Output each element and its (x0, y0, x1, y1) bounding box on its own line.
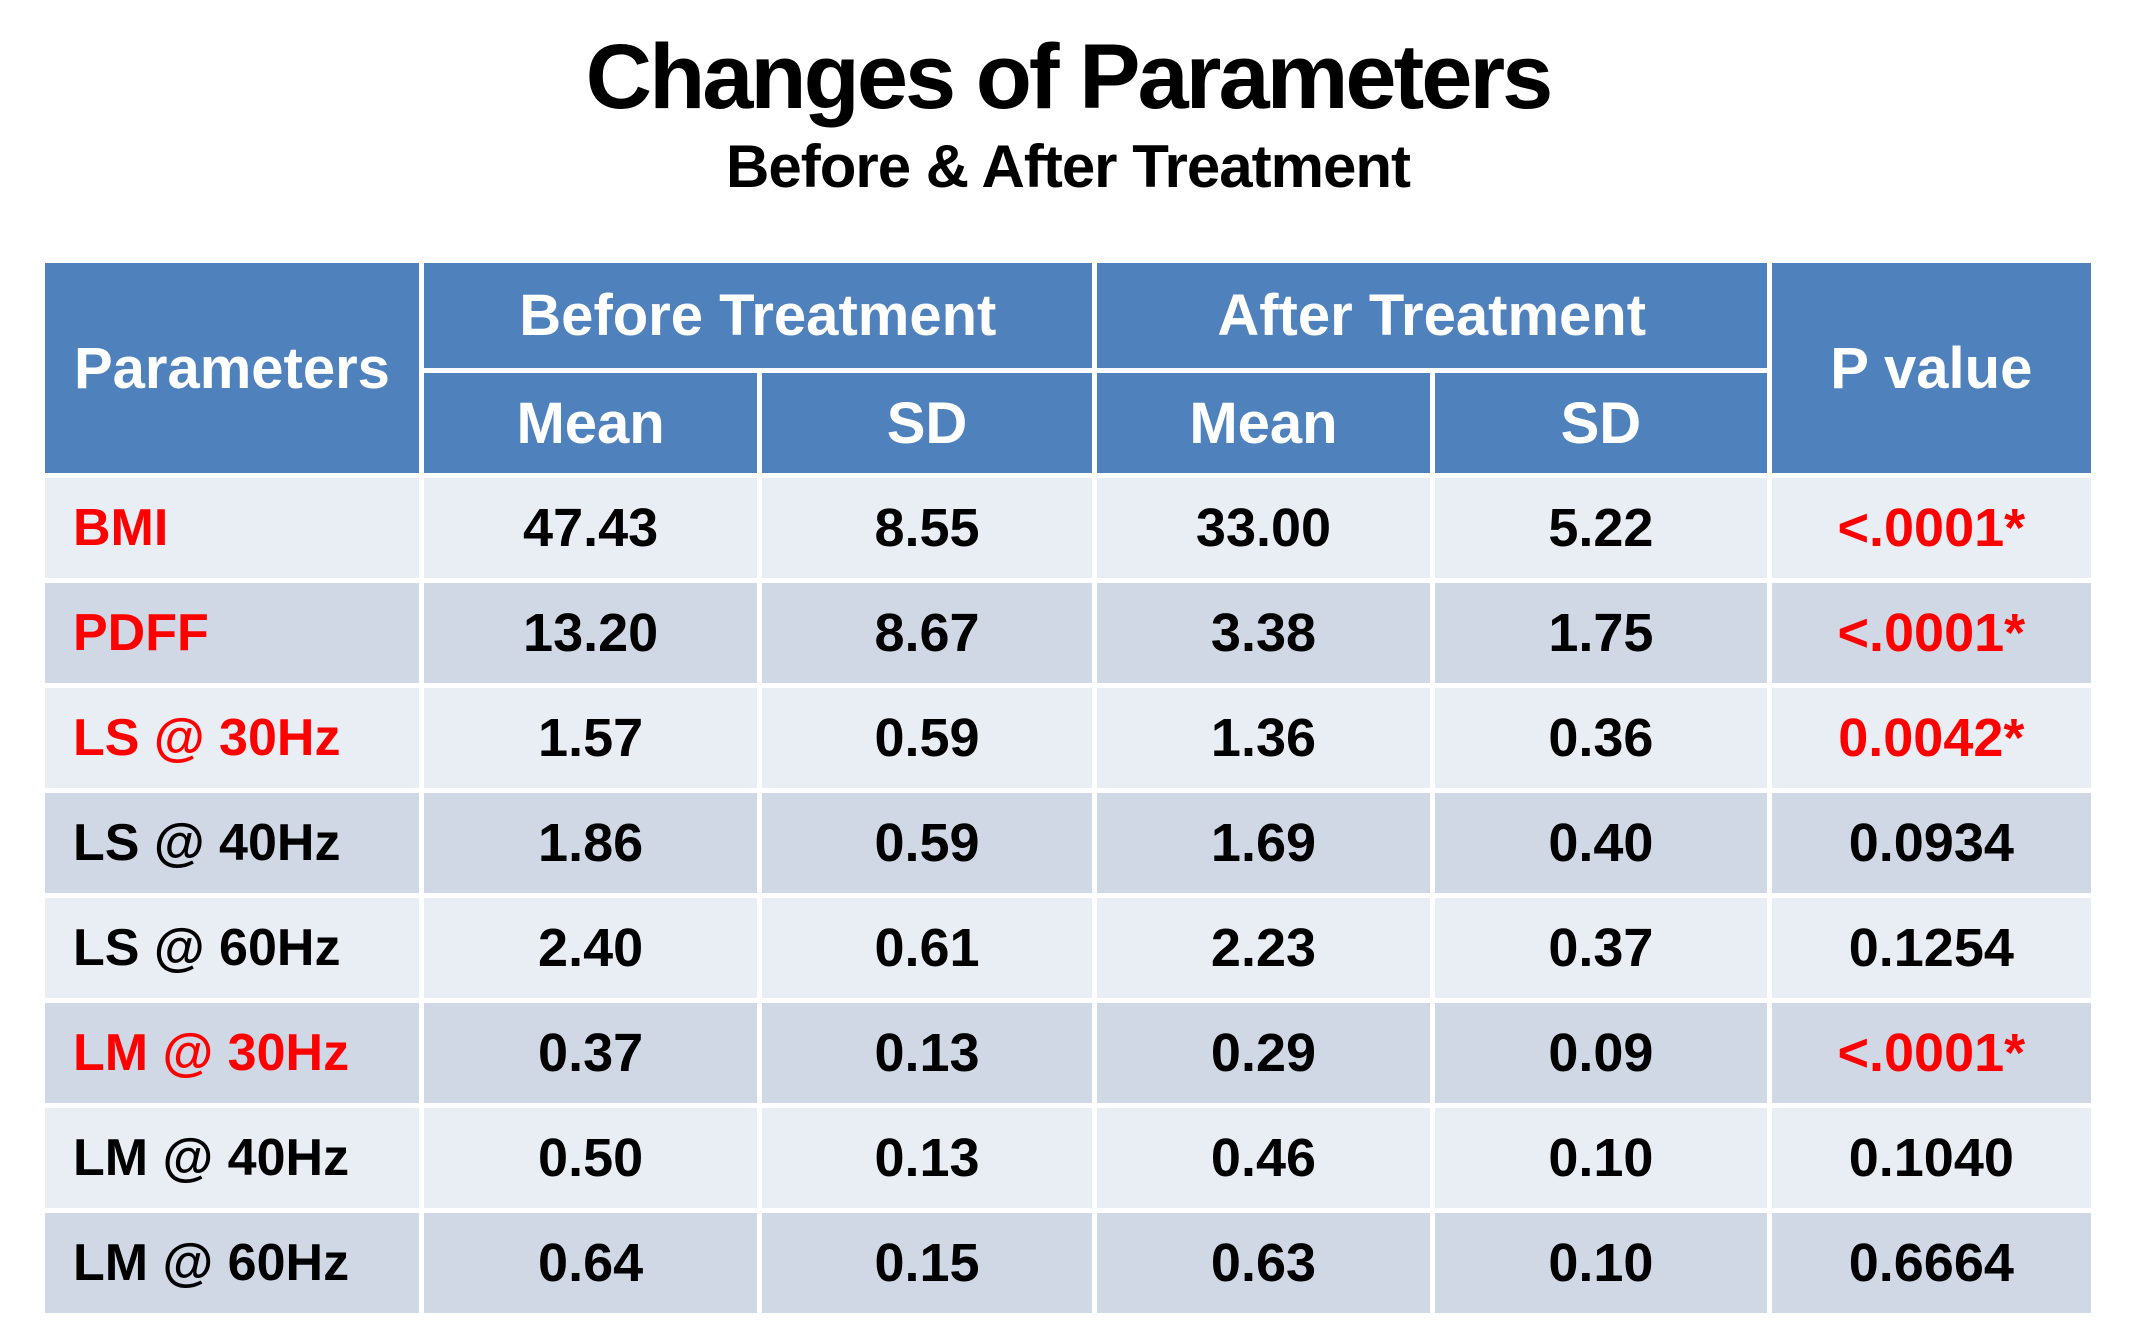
cell-after-mean: 0.63 (1096, 1213, 1431, 1313)
column-header-before-mean: Mean (423, 373, 758, 473)
cell-before-mean: 2.40 (423, 898, 758, 998)
table-header-group-row: Parameters Before Treatment After Treatm… (45, 263, 2091, 473)
table-row: LS @ 30Hz 1.57 0.59 1.36 0.36 0.0042* (45, 688, 2091, 788)
cell-p-value: 0.6664 (1771, 1213, 2091, 1313)
column-group-after-treatment: After Treatment (1096, 263, 1767, 368)
row-label: LS @ 60Hz (45, 898, 419, 998)
column-header-after-mean: Mean (1096, 373, 1431, 473)
cell-before-mean: 0.50 (423, 1108, 758, 1208)
cell-after-mean: 3.38 (1096, 583, 1431, 683)
cell-after-mean: 33.00 (1096, 478, 1431, 578)
row-label: LS @ 40Hz (45, 793, 419, 893)
cell-after-sd: 0.36 (1435, 688, 1767, 788)
column-header-parameters: Parameters (45, 263, 419, 473)
column-group-before-treatment: Before Treatment (423, 263, 1092, 368)
cell-before-sd: 0.13 (762, 1108, 1092, 1208)
cell-p-value: <.0001* (1771, 478, 2091, 578)
cell-before-mean: 1.86 (423, 793, 758, 893)
row-label: LM @ 40Hz (45, 1108, 419, 1208)
table-row: LS @ 40Hz 1.86 0.59 1.69 0.40 0.0934 (45, 793, 2091, 893)
page-subtitle: Before & After Treatment (726, 133, 1411, 201)
table-row: LM @ 60Hz 0.64 0.15 0.63 0.10 0.6664 (45, 1213, 2091, 1313)
table-row: LS @ 60Hz 2.40 0.61 2.23 0.37 0.1254 (45, 898, 2091, 998)
cell-before-sd: 0.15 (762, 1213, 1092, 1313)
cell-before-mean: 13.20 (423, 583, 758, 683)
column-header-before-sd: SD (762, 373, 1092, 473)
table-header-subrow: Mean SD Mean SD (45, 373, 2091, 473)
cell-after-sd: 0.37 (1435, 898, 1767, 998)
column-header-p-value: P value (1771, 263, 2091, 473)
cell-p-value: 0.0934 (1771, 793, 2091, 893)
cell-before-sd: 0.59 (762, 688, 1092, 788)
cell-after-mean: 0.46 (1096, 1108, 1431, 1208)
cell-after-sd: 0.10 (1435, 1108, 1767, 1208)
cell-before-sd: 0.59 (762, 793, 1092, 893)
cell-before-mean: 1.57 (423, 688, 758, 788)
row-label: LM @ 60Hz (45, 1213, 419, 1313)
row-label: PDFF (45, 583, 419, 683)
row-label: BMI (45, 478, 419, 578)
cell-after-mean: 0.29 (1096, 1003, 1431, 1103)
cell-p-value: 0.0042* (1771, 688, 2091, 788)
cell-p-value: <.0001* (1771, 1003, 2091, 1103)
column-header-after-sd: SD (1435, 373, 1767, 473)
cell-before-mean: 0.64 (423, 1213, 758, 1313)
cell-p-value: <.0001* (1771, 583, 2091, 683)
cell-before-sd: 8.67 (762, 583, 1092, 683)
table-row: PDFF 13.20 8.67 3.38 1.75 <.0001* (45, 583, 2091, 683)
cell-after-mean: 1.36 (1096, 688, 1431, 788)
page-title: Changes of Parameters (585, 26, 1554, 128)
cell-p-value: 0.1040 (1771, 1108, 2091, 1208)
cell-after-mean: 1.69 (1096, 793, 1431, 893)
cell-after-sd: 0.09 (1435, 1003, 1767, 1103)
table-row: BMI 47.43 8.55 33.00 5.22 <.0001* (45, 478, 2091, 578)
cell-after-sd: 1.75 (1435, 583, 1767, 683)
cell-before-sd: 0.61 (762, 898, 1092, 998)
cell-before-mean: 0.37 (423, 1003, 758, 1103)
cell-after-mean: 2.23 (1096, 898, 1431, 998)
cell-p-value: 0.1254 (1771, 898, 2091, 998)
table-row: LM @ 30Hz 0.37 0.13 0.29 0.09 <.0001* (45, 1003, 2091, 1103)
cell-after-sd: 0.10 (1435, 1213, 1767, 1313)
row-label: LM @ 30Hz (45, 1003, 419, 1103)
cell-before-mean: 47.43 (423, 478, 758, 578)
cell-before-sd: 8.55 (762, 478, 1092, 578)
parameters-table: Parameters Before Treatment After Treatm… (40, 258, 2096, 1318)
cell-after-sd: 5.22 (1435, 478, 1767, 578)
table-row: LM @ 40Hz 0.50 0.13 0.46 0.10 0.1040 (45, 1108, 2091, 1208)
row-label: LS @ 30Hz (45, 688, 419, 788)
cell-before-sd: 0.13 (762, 1003, 1092, 1103)
cell-after-sd: 0.40 (1435, 793, 1767, 893)
